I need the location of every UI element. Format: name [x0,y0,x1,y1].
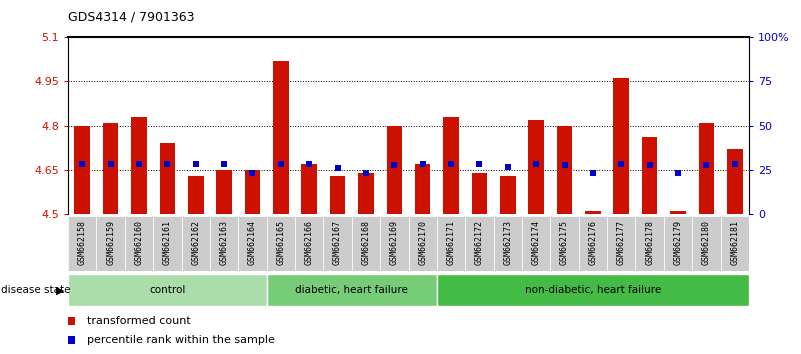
Bar [472,173,487,214]
Text: GSM662180: GSM662180 [702,220,710,266]
Bar [529,120,544,214]
Bar [493,216,522,271]
Bar [557,126,573,214]
Bar [267,274,437,306]
Bar [465,216,493,271]
Bar [607,216,635,271]
Bar [153,216,182,271]
Text: GSM662173: GSM662173 [503,220,513,266]
Bar [692,216,721,271]
Bar [324,216,352,271]
Bar [614,79,629,214]
Bar [550,216,578,271]
Bar [415,164,430,214]
Text: ▶: ▶ [55,285,64,295]
Text: GSM662172: GSM662172 [475,220,484,266]
Bar [244,170,260,214]
Bar [698,123,714,214]
Text: GSM662160: GSM662160 [135,220,143,266]
Text: GSM662170: GSM662170 [418,220,427,266]
Text: diabetic, heart failure: diabetic, heart failure [296,285,409,295]
Bar [352,216,380,271]
Bar [578,216,607,271]
Bar [635,216,664,271]
Bar [74,126,90,214]
Text: disease state: disease state [1,285,70,295]
Bar [443,117,459,214]
Bar [500,176,516,214]
Bar [380,216,409,271]
Text: GSM662163: GSM662163 [219,220,228,266]
Bar [664,216,692,271]
Bar [522,216,550,271]
Bar [182,216,210,271]
Bar [96,216,125,271]
Bar [330,176,345,214]
Bar [68,274,267,306]
Bar [585,211,601,214]
Text: non-diabetic, heart failure: non-diabetic, heart failure [525,285,661,295]
Bar [437,274,749,306]
Text: control: control [149,285,186,295]
Text: GSM662175: GSM662175 [560,220,569,266]
Text: GSM662176: GSM662176 [589,220,598,266]
Text: GSM662174: GSM662174 [532,220,541,266]
Text: GSM662167: GSM662167 [333,220,342,266]
Bar [159,143,175,214]
Bar [437,216,465,271]
Text: GSM662162: GSM662162 [191,220,200,266]
Bar [68,216,96,271]
Bar [273,61,288,214]
Text: GSM662166: GSM662166 [304,220,314,266]
Text: GSM662179: GSM662179 [674,220,682,266]
Bar [670,211,686,214]
Bar [267,216,295,271]
Text: GSM662161: GSM662161 [163,220,172,266]
Bar [642,137,658,214]
Text: GSM662169: GSM662169 [390,220,399,266]
Bar [188,176,203,214]
Bar [409,216,437,271]
Text: GSM662181: GSM662181 [731,220,739,266]
Bar [358,173,374,214]
Text: GSM662164: GSM662164 [248,220,257,266]
Text: GSM662159: GSM662159 [107,220,115,266]
Bar [103,123,119,214]
Bar [210,216,239,271]
Bar [125,216,153,271]
Bar [239,216,267,271]
Bar [295,216,324,271]
Text: transformed count: transformed count [87,316,191,326]
Bar [216,170,232,214]
Text: GSM662168: GSM662168 [361,220,370,266]
Text: GDS4314 / 7901363: GDS4314 / 7901363 [68,11,195,24]
Bar [721,216,749,271]
Bar [131,117,147,214]
Text: GSM662178: GSM662178 [645,220,654,266]
Bar [387,126,402,214]
Text: GSM662171: GSM662171 [447,220,456,266]
Text: GSM662177: GSM662177 [617,220,626,266]
Bar [301,164,317,214]
Text: GSM662158: GSM662158 [78,220,87,266]
Text: percentile rank within the sample: percentile rank within the sample [87,335,275,345]
Text: GSM662165: GSM662165 [276,220,285,266]
Bar [727,149,743,214]
